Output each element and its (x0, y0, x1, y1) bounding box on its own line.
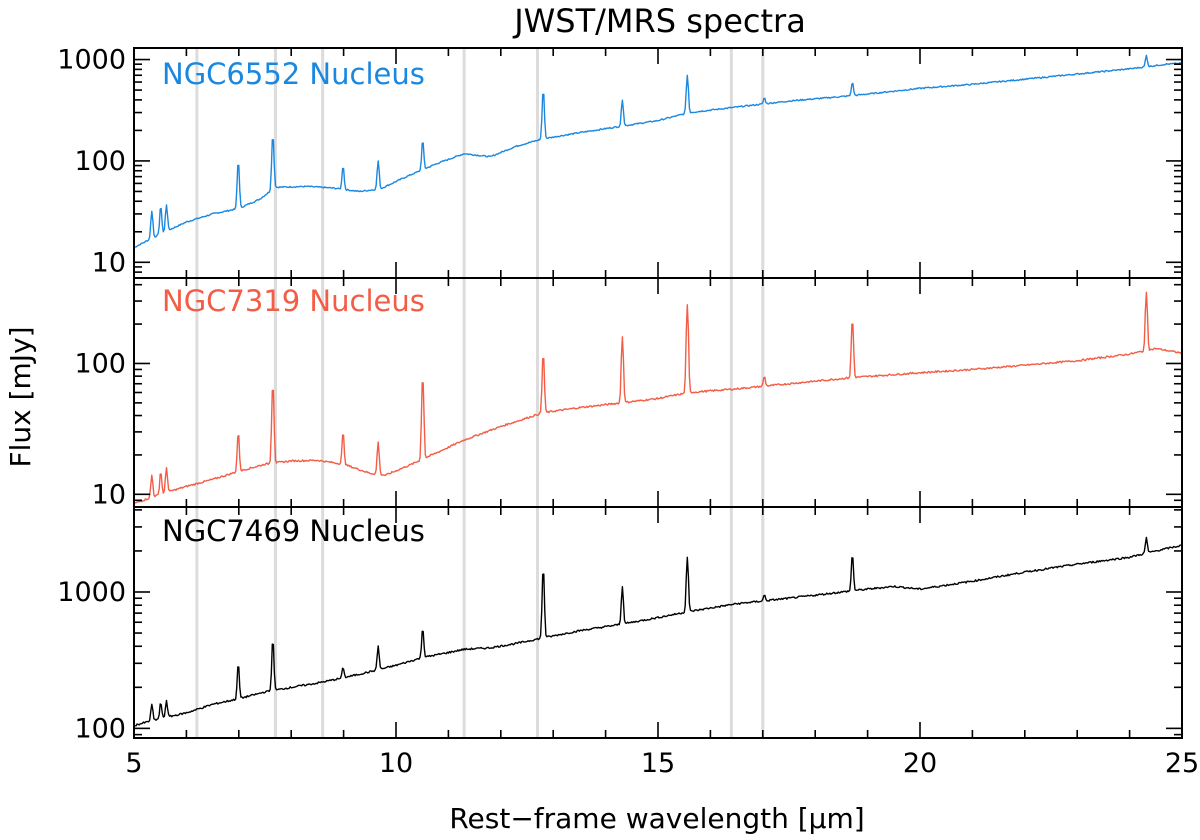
spectrum-ngc7319 (133, 291, 1183, 505)
chart-title: JWST/MRS spectra (512, 2, 806, 40)
panel-ngc7469: NGC7469 Nucleus (133, 514, 1183, 727)
y-tick-label: 100 (74, 146, 126, 177)
axes: 10 100 1000 10 100 100 1000 5 10 15 20 25 (57, 45, 1199, 779)
y-tick-label: 10 (92, 247, 126, 278)
reference-lines (195, 48, 765, 738)
y-tick-label: 100 (74, 348, 126, 379)
x-tick-label: 15 (641, 748, 675, 779)
panel-ngc7319: NGC7319 Nucleus (133, 284, 1183, 505)
y-axis-label: Flux [mJy] (4, 326, 37, 467)
x-tick-label: 10 (379, 748, 413, 779)
panel-label-ngc6552: NGC6552 Nucleus (162, 57, 425, 91)
panel-label-ngc7469: NGC7469 Nucleus (162, 514, 425, 548)
y-tick-label: 10 (92, 479, 126, 510)
x-tick-label: 5 (125, 748, 142, 779)
spectrum-ngc6552 (133, 54, 1183, 249)
x-tick-label: 20 (903, 748, 937, 779)
x-tick-label: 25 (1165, 748, 1199, 779)
y-tick-label: 100 (74, 713, 126, 744)
y-tick-label: 1000 (57, 577, 126, 608)
y-tick-label: 1000 (57, 45, 126, 76)
x-axis-label: Rest−frame wavelength [μm] (449, 802, 864, 835)
panel-label-ngc7319: NGC7319 Nucleus (162, 284, 425, 318)
panel-ngc6552: NGC6552 Nucleus (133, 54, 1183, 249)
spectrum-ngc7469 (133, 536, 1183, 727)
